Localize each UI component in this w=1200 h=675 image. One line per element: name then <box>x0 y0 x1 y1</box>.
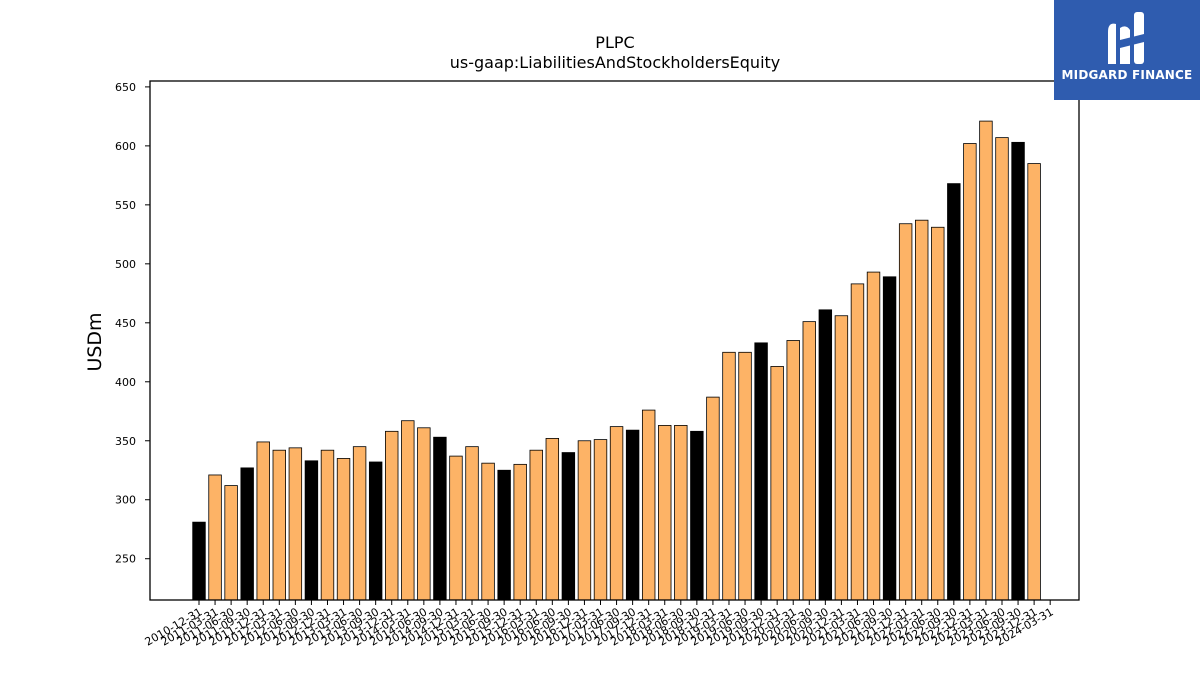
bar <box>898 223 913 601</box>
midgard-logo-icon <box>1108 12 1144 64</box>
bar <box>995 137 1009 601</box>
y-tick-label: 500 <box>115 258 136 271</box>
bar <box>497 469 511 601</box>
bar <box>690 430 704 601</box>
bar <box>706 396 720 601</box>
bar <box>770 366 784 601</box>
y-tick-label: 600 <box>115 140 136 153</box>
bar <box>947 183 961 601</box>
bar <box>320 449 335 601</box>
bar <box>401 420 415 601</box>
bar <box>304 460 319 601</box>
y-tick-label: 550 <box>115 199 136 212</box>
bar <box>513 463 527 601</box>
y-axis-label: USDm <box>84 312 106 371</box>
bar <box>449 455 463 601</box>
bar <box>465 446 479 601</box>
y-tick-label: 300 <box>115 494 136 507</box>
bar <box>192 521 206 601</box>
bar <box>915 219 929 601</box>
bar <box>674 425 688 601</box>
bar <box>882 276 897 601</box>
bar <box>818 309 833 601</box>
y-tick-label: 250 <box>115 553 136 566</box>
x-axis: 2010-12-312011-03-312011-06-302011-09-30… <box>143 600 1056 649</box>
bar <box>866 271 881 601</box>
bar <box>352 446 367 601</box>
bar <box>224 485 238 601</box>
bar <box>272 449 287 601</box>
bar <box>1027 163 1041 601</box>
logo-text: MIDGARD FINANCE <box>1061 68 1193 82</box>
bar <box>1011 141 1025 601</box>
bar <box>529 449 543 601</box>
bar <box>208 474 222 601</box>
plot-frame <box>149 80 1080 601</box>
midgard-finance-logo: MIDGARD FINANCE <box>1054 0 1200 100</box>
bar <box>834 315 849 601</box>
bars-layer <box>192 120 1041 601</box>
bar <box>786 340 800 601</box>
bar <box>738 351 752 601</box>
y-tick-label: 450 <box>115 317 136 330</box>
bar <box>385 430 399 601</box>
bar <box>577 440 592 601</box>
bar <box>802 321 816 601</box>
bar <box>625 429 640 601</box>
bar <box>433 436 447 601</box>
bar <box>336 458 351 601</box>
bar <box>658 425 672 601</box>
y-tick-label: 400 <box>115 376 136 389</box>
y-axis: 250 300 350 400 450 500 550 600 650 <box>115 81 150 566</box>
bar <box>754 342 768 601</box>
bar <box>288 447 303 601</box>
bar <box>979 120 993 601</box>
bar <box>593 439 608 601</box>
bar <box>561 452 576 601</box>
bar <box>417 427 431 601</box>
y-tick-label: 650 <box>115 81 136 94</box>
bar <box>240 467 254 601</box>
bar <box>545 437 560 601</box>
bar <box>609 426 624 601</box>
bar <box>722 351 736 601</box>
bar <box>850 283 865 601</box>
chart-subtitle: us-gaap:LiabilitiesAndStockholdersEquity <box>450 53 781 72</box>
chart-title: PLPC <box>595 33 634 52</box>
bar <box>368 461 383 601</box>
bar <box>931 226 945 601</box>
bar <box>256 441 270 601</box>
bar <box>641 409 656 601</box>
y-tick-label: 350 <box>115 435 136 448</box>
bar <box>481 462 495 601</box>
bar <box>963 143 977 601</box>
